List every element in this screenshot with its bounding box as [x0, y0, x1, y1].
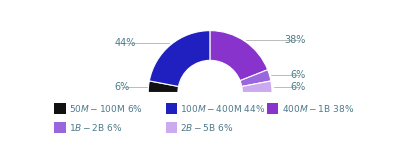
Bar [267, 104, 278, 114]
Text: $50M-$100M 6%: $50M-$100M 6% [69, 104, 142, 114]
Text: $1B-$2B 6%: $1B-$2B 6% [69, 122, 122, 133]
Text: 44%: 44% [114, 38, 135, 48]
Text: 6%: 6% [290, 81, 305, 92]
Bar [165, 122, 176, 133]
Bar [54, 104, 65, 114]
Text: 6%: 6% [114, 81, 129, 92]
Text: 38%: 38% [284, 35, 305, 45]
Bar [165, 104, 176, 114]
Wedge shape [241, 81, 271, 93]
Bar [54, 122, 65, 133]
Wedge shape [149, 31, 210, 86]
Wedge shape [239, 70, 270, 86]
Wedge shape [209, 31, 267, 81]
Text: $2B-$5B 6%: $2B-$5B 6% [180, 122, 233, 133]
Text: $100M-$400M 44%: $100M-$400M 44% [180, 104, 265, 114]
Wedge shape [148, 81, 178, 93]
Text: $400M-$1B 38%: $400M-$1B 38% [281, 104, 353, 114]
Text: 6%: 6% [290, 70, 305, 80]
